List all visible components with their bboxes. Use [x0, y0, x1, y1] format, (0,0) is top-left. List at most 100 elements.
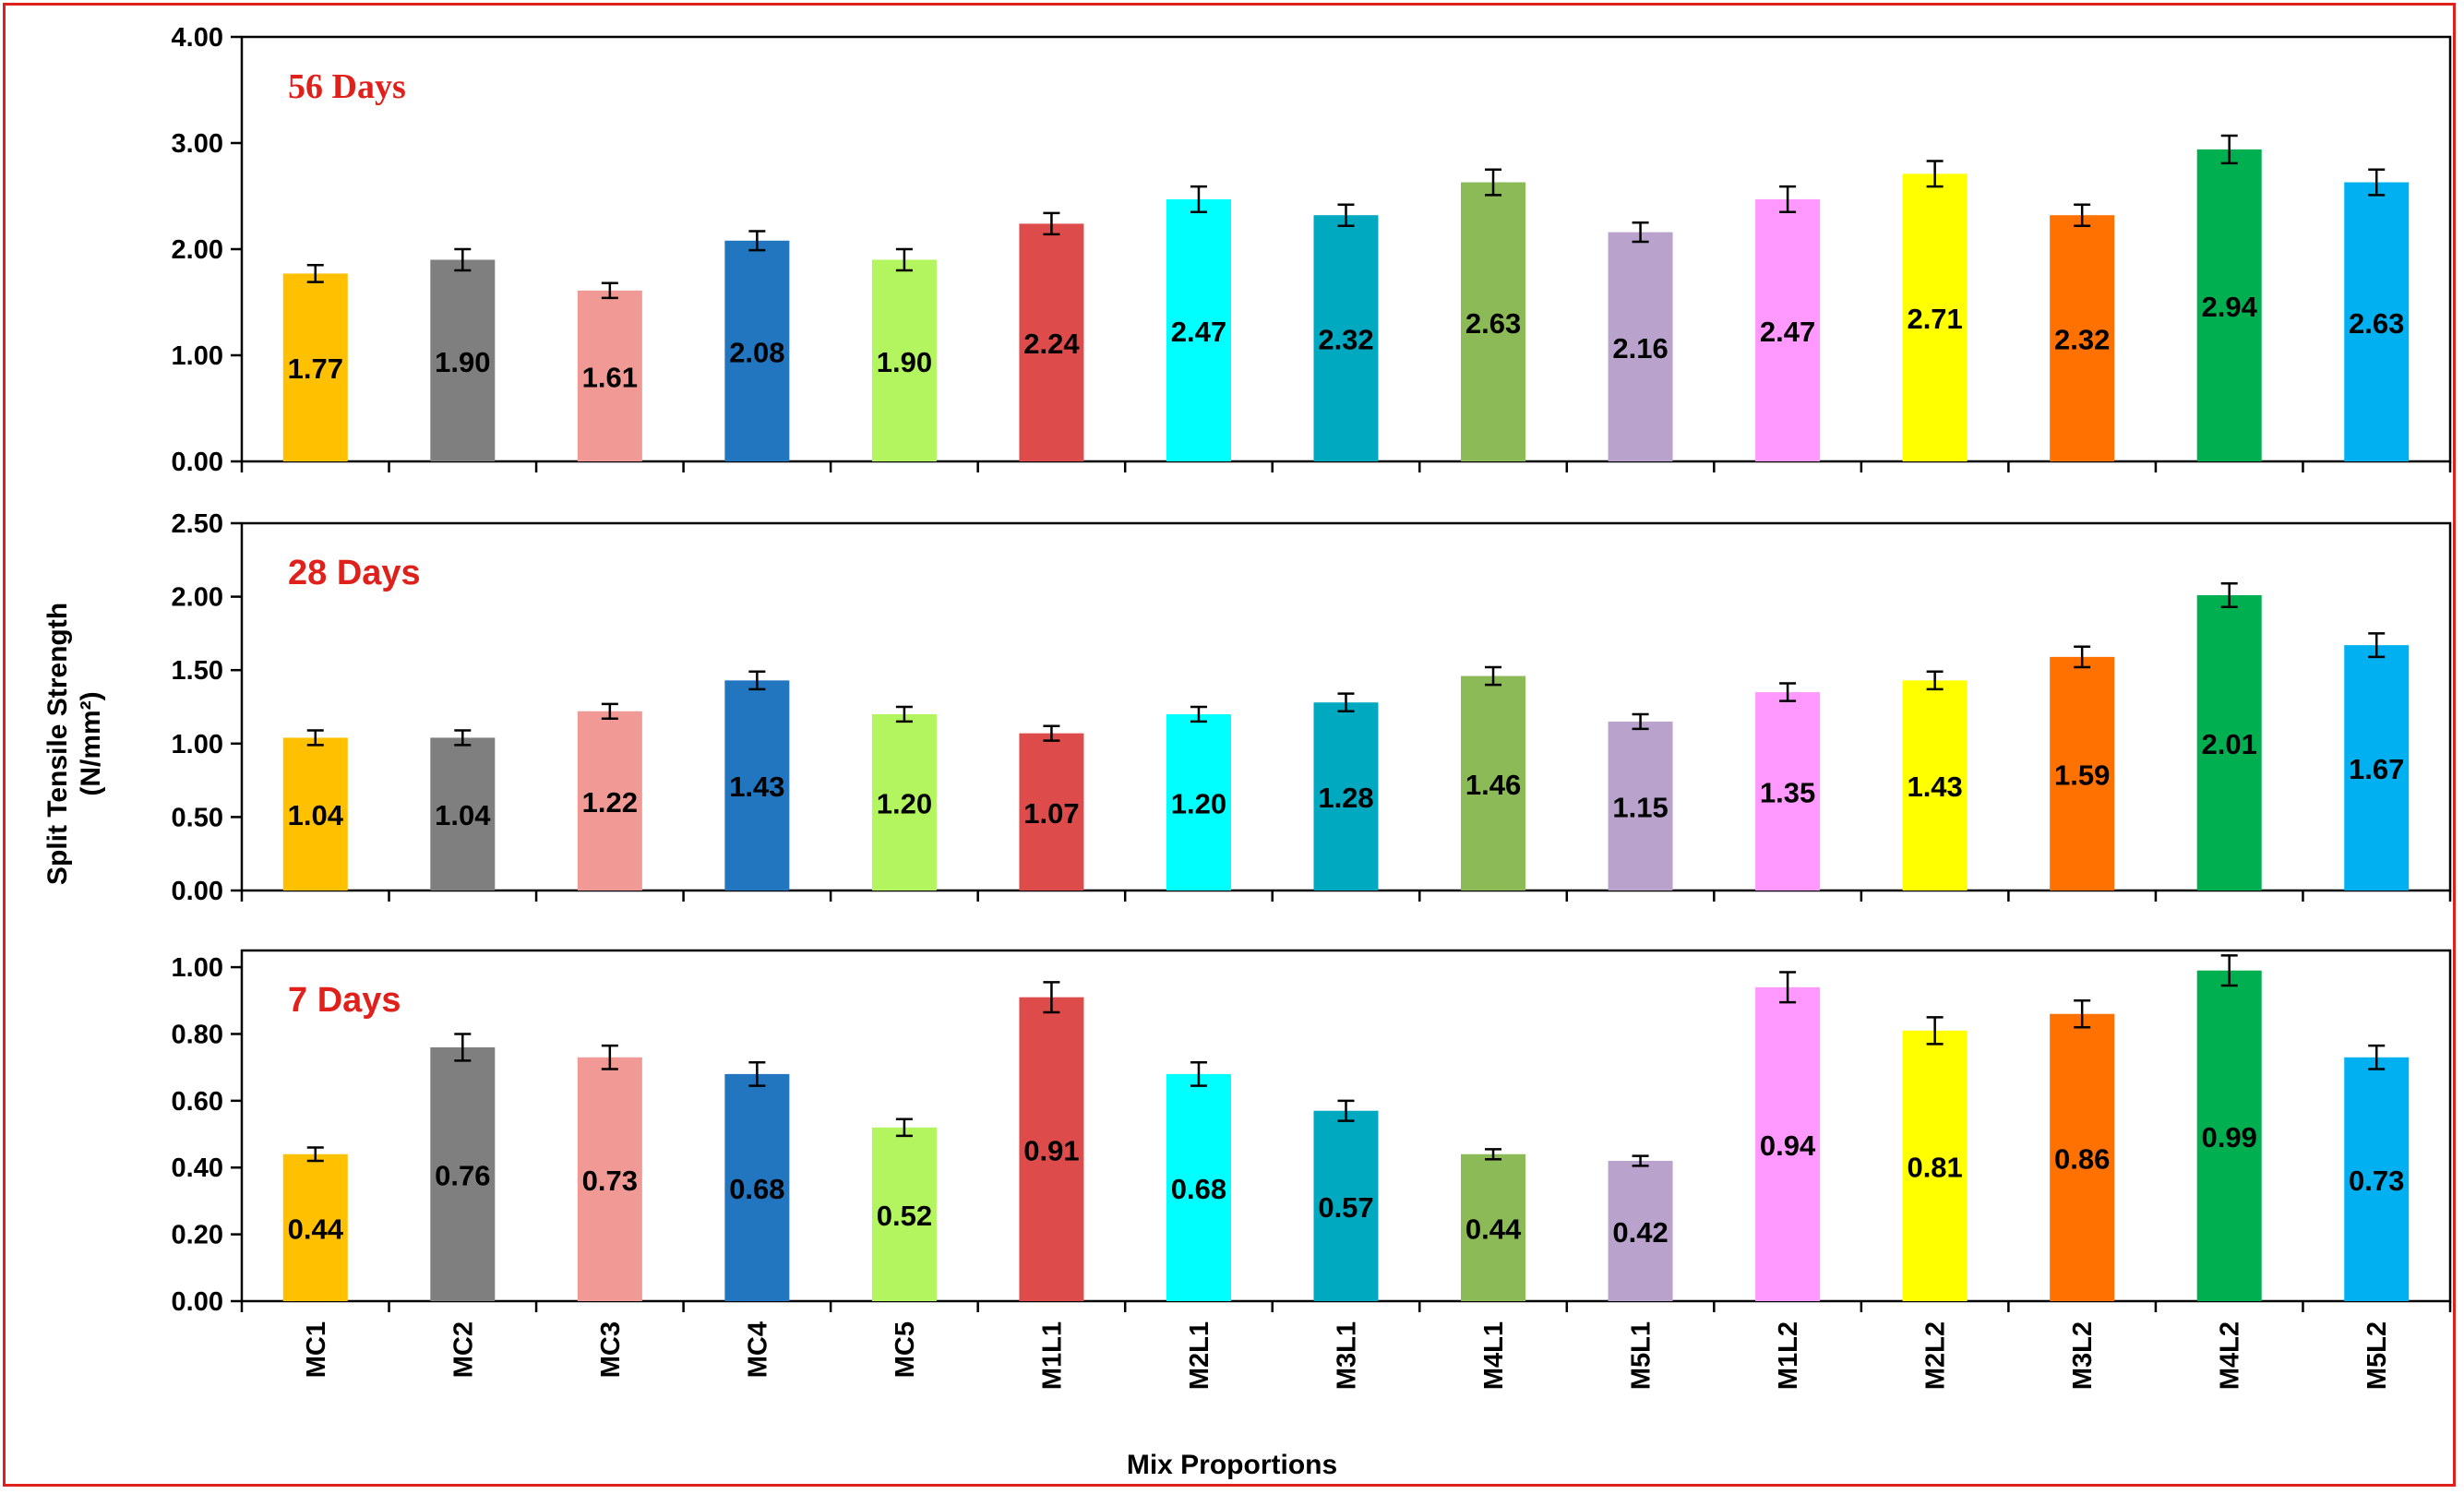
data-label: 1.59	[2054, 759, 2110, 791]
y-tick-label: 0.40	[172, 1153, 223, 1183]
bar-MC2	[430, 1046, 496, 1301]
data-label: 1.90	[435, 346, 490, 378]
bar-M3L1	[1313, 702, 1379, 890]
data-label: 1.07	[1023, 797, 1079, 830]
bar-M2L1	[1166, 713, 1231, 890]
y-tick-label: 2.50	[172, 509, 223, 539]
y-tick-label: 0.00	[172, 877, 223, 906]
bar-MC3	[577, 290, 642, 461]
x-axis-label: Mix Proportions	[1127, 1450, 1337, 1480]
bar-M5L2	[2344, 645, 2410, 890]
bar-M4L1	[1461, 675, 1526, 890]
bar-M4L2	[2196, 595, 2262, 890]
data-label: 1.35	[1760, 777, 1815, 809]
x-category-label: MC3	[596, 1321, 626, 1378]
y-tick-label: 0.50	[172, 803, 223, 832]
data-label: 2.32	[1318, 324, 1373, 356]
data-label: 0.42	[1612, 1216, 1668, 1249]
x-category-label: MC4	[743, 1321, 772, 1378]
data-label: 1.77	[288, 353, 343, 385]
data-label: 2.32	[2054, 324, 2110, 356]
data-label: 0.73	[2349, 1165, 2404, 1197]
panel-title: 7 Days	[288, 981, 401, 1020]
data-label: 1.61	[582, 361, 638, 393]
bar-M3L2	[2050, 656, 2115, 890]
bar-MC2	[430, 259, 496, 461]
bar-M1L1	[1019, 733, 1084, 890]
data-label: 1.22	[582, 786, 638, 819]
y-tick-label: 1.00	[172, 341, 223, 371]
data-label: 0.52	[877, 1200, 932, 1232]
x-category-label: MC1	[302, 1321, 331, 1378]
data-label: 2.24	[1023, 328, 1080, 360]
bar-M4L1	[1461, 182, 1526, 462]
bar-MC5	[871, 1127, 937, 1301]
bar-M5L1	[1608, 721, 1673, 890]
x-category-label: M5L2	[2362, 1321, 2392, 1390]
bar-M2L2	[1902, 1030, 1968, 1301]
data-label: 1.28	[1318, 782, 1373, 814]
data-label: 0.73	[582, 1165, 638, 1197]
data-label: 1.43	[729, 771, 784, 803]
bar-M3L1	[1313, 215, 1379, 461]
data-label: 0.81	[1907, 1151, 1962, 1183]
y-tick-label: 1.00	[172, 730, 223, 759]
y-tick-label: 0.20	[172, 1221, 223, 1250]
data-label: 0.44	[288, 1213, 344, 1245]
y-tick-label: 0.60	[172, 1087, 223, 1117]
bar-MC2	[430, 737, 496, 890]
y-tick-label: 1.50	[172, 656, 223, 686]
x-category-label: M4L2	[2216, 1321, 2245, 1390]
data-label: 0.57	[1318, 1191, 1373, 1224]
y-tick-label: 0.00	[172, 448, 223, 477]
x-category-label: M2L1	[1185, 1321, 1214, 1390]
bar-M2L1	[1166, 1073, 1231, 1301]
data-label: 2.94	[2202, 291, 2258, 323]
data-label: 1.20	[877, 787, 932, 819]
figure-frame	[3, 3, 2456, 1487]
bar-M2L2	[1902, 680, 1968, 890]
panel-title: 56 Days	[288, 67, 406, 106]
data-label: 2.01	[2202, 728, 2257, 760]
bar-M4L2	[2196, 149, 2262, 461]
y-tick-label: 2.00	[172, 583, 223, 613]
bar-MC1	[282, 1153, 348, 1301]
data-label: 0.44	[1465, 1213, 1522, 1245]
bar-M5L1	[1608, 232, 1673, 461]
x-category-label: MC2	[449, 1321, 478, 1378]
data-label: 0.99	[2202, 1121, 2257, 1153]
panel-3: 0.00 0.20 0.40 0.60 0.80 1.00 0.44 0.76 0.73 0.68…	[172, 949, 2452, 1317]
x-category-label: M4L1	[1479, 1321, 1509, 1390]
data-label: 2.47	[1171, 316, 1226, 348]
x-category-label: M1L2	[1774, 1321, 1803, 1390]
bar-MC5	[871, 713, 937, 890]
bar-M1L2	[1755, 692, 1821, 890]
data-label: 0.91	[1023, 1134, 1079, 1166]
bar-MC1	[282, 737, 348, 890]
bar-MC1	[282, 273, 348, 461]
bar-M1L2	[1755, 986, 1821, 1301]
data-label: 1.04	[288, 799, 344, 831]
bar-MC5	[871, 259, 937, 461]
bar-M1L1	[1019, 223, 1084, 461]
data-label: 1.67	[2349, 753, 2404, 785]
data-label: 1.43	[1907, 771, 1962, 803]
y-tick-label: 1.00	[172, 953, 223, 983]
data-label: 2.63	[1465, 307, 1521, 340]
bar-M2L2	[1902, 173, 1968, 461]
data-label: 1.90	[877, 346, 932, 378]
data-label: 0.86	[2054, 1142, 2110, 1175]
bar-M4L2	[2196, 970, 2262, 1301]
bar-M5L2	[2344, 182, 2410, 462]
bar-M1L2	[1755, 198, 1821, 461]
bar-M3L1	[1313, 1110, 1379, 1301]
data-label: 2.08	[729, 336, 784, 368]
x-category-label: M3L2	[2068, 1321, 2098, 1390]
x-category-label: M3L1	[1333, 1321, 1362, 1390]
y-axis-label: Split Tensile Strength	[42, 603, 73, 885]
panel-title: 28 Days	[288, 554, 421, 592]
bar-M5L1	[1608, 1161, 1673, 1301]
bar-MC3	[577, 711, 642, 890]
bar-M5L2	[2344, 1057, 2410, 1301]
y-tick-label: 3.00	[172, 129, 223, 159]
